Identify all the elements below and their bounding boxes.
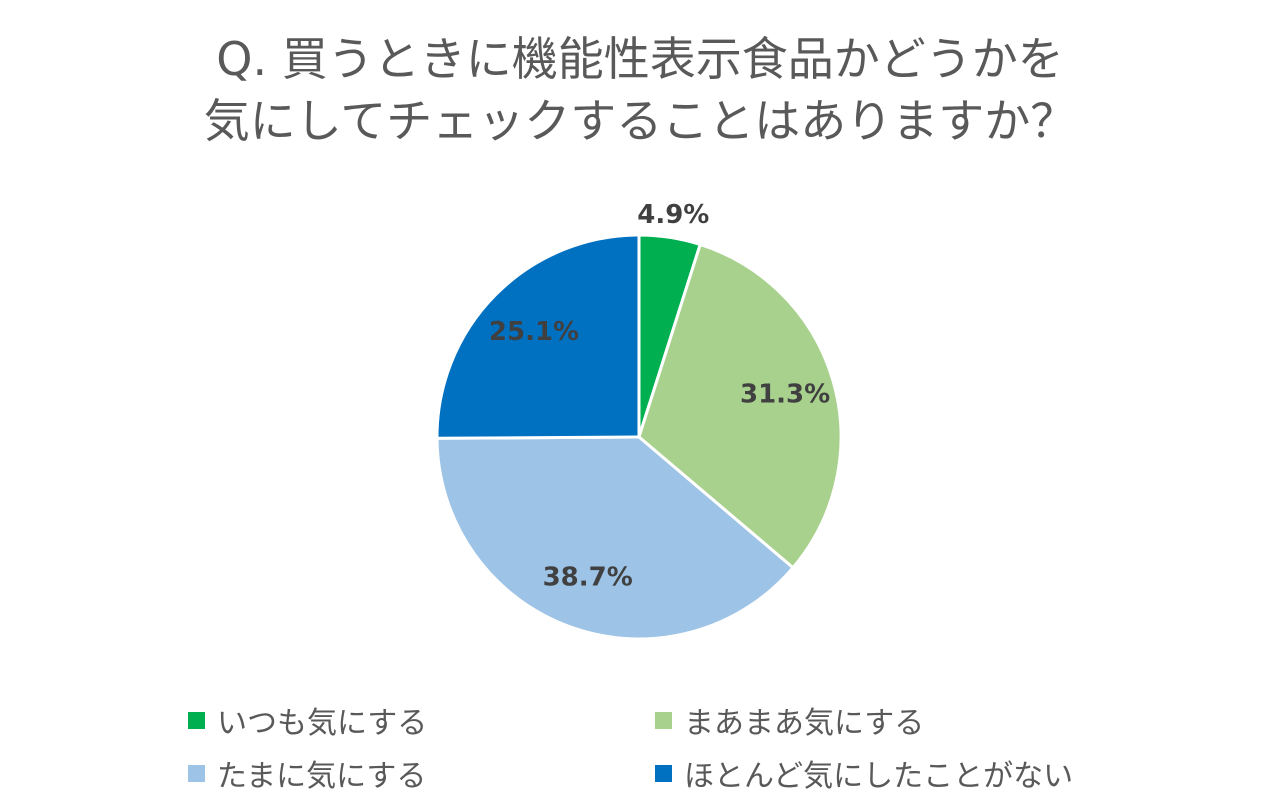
data-label-somewhat: 31.3% — [740, 380, 830, 410]
legend-item-occasionally: たまに気にする — [188, 748, 426, 798]
pie-slices — [435, 233, 843, 641]
chart-title-line-2: 気にしてチェックすることはありますか？ — [203, 94, 1077, 148]
chart-title: Q. 買うときに機能性表示食品かどうかを 気にしてチェックすることはありますか？ — [0, 28, 1280, 152]
legend: いつも気にする まあまあ気にする たまに気にする ほとんど気にしたことがない — [0, 690, 1280, 810]
legend-item-always: いつも気にする — [188, 695, 427, 745]
legend-item-somewhat: まあまあ気にする — [655, 695, 924, 745]
legend-label-occasionally: たまに気にする — [217, 759, 427, 794]
pie-slice-rarely — [435, 233, 641, 440]
legend-label-somewhat: まあまあ気にする — [684, 706, 925, 741]
legend-swatch-always — [188, 711, 205, 729]
legend-swatch-occasionally — [188, 764, 205, 782]
legend-label-rarely: ほとんど気にしたことがない — [684, 759, 1074, 794]
data-label-occasionally: 38.7% — [543, 563, 633, 593]
legend-item-rarely: ほとんど気にしたことがない — [655, 748, 1073, 798]
legend-label-always: いつも気にする — [217, 706, 428, 741]
pie-slice-occasionally — [435, 435, 795, 641]
pie-data-labels: 4.9% 31.3% 38.7% 25.1% — [489, 200, 830, 592]
data-label-always: 4.9% — [637, 200, 709, 230]
legend-swatch-rarely — [655, 764, 672, 782]
legend-swatch-somewhat — [655, 711, 672, 729]
pie-slice-somewhat — [637, 243, 843, 570]
chart-title-line-1: Q. 買うときに機能性表示食品かどうかを — [216, 32, 1064, 86]
data-label-rarely: 25.1% — [489, 317, 579, 347]
